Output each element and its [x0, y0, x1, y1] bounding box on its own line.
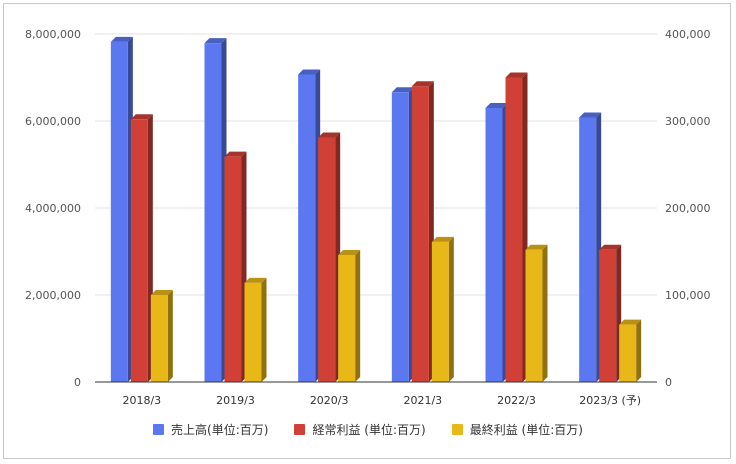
- legend-item-sales[interactable]: 売上高(単位:百万): [153, 421, 268, 438]
- bar-top: [244, 277, 267, 283]
- bar: [599, 249, 617, 382]
- bar-top: [150, 290, 173, 295]
- legend-label-net-profit: 最終利益 (単位:百万): [469, 423, 583, 437]
- legend-item-ordinary-profit[interactable]: 経常利益 (単位:百万): [294, 421, 426, 438]
- bar-top: [619, 319, 642, 325]
- y-left-tick-label: 4,000,000: [25, 202, 81, 215]
- y-left-tick-label: 0: [74, 376, 81, 389]
- bar-top: [485, 102, 508, 108]
- legend-swatch-net-profit: [451, 424, 463, 435]
- legend-label-ordinary-profit: 経常利益 (単位:百万): [312, 423, 426, 437]
- bar-side: [355, 249, 361, 382]
- y-right-tick-label: 0: [665, 376, 672, 389]
- bar: [150, 295, 168, 382]
- chart-legend: 売上高(単位:百万) 経常利益 (単位:百万) 最終利益 (単位:百万): [0, 421, 736, 438]
- bar-top: [525, 244, 548, 250]
- bar-top: [318, 132, 341, 138]
- bar: [505, 77, 523, 382]
- bar: [525, 249, 543, 382]
- bar-top: [431, 236, 454, 242]
- y-left-tick-label: 2,000,000: [25, 289, 81, 302]
- bar-top: [204, 38, 227, 44]
- bar: [298, 74, 316, 382]
- x-tick-label: 2020/3: [310, 394, 349, 407]
- y-left-tick-label: 8,000,000: [25, 28, 81, 41]
- legend-swatch-ordinary-profit: [294, 424, 306, 435]
- bar-top: [391, 87, 414, 93]
- legend-label-sales: 売上高(単位:百万): [171, 423, 269, 437]
- bar: [485, 107, 503, 382]
- legend-item-net-profit[interactable]: 最終利益 (単位:百万): [451, 421, 583, 438]
- y-right-tick-label: 200,000: [665, 202, 711, 215]
- bar-top: [110, 36, 133, 42]
- x-tick-label: 2023/3 (予): [579, 394, 641, 407]
- bar: [244, 282, 262, 382]
- bar-side: [448, 236, 454, 382]
- bar-top: [298, 69, 321, 75]
- bar-top: [411, 81, 434, 87]
- bar: [318, 137, 336, 382]
- bar-side: [636, 319, 642, 382]
- bar-top: [130, 114, 153, 120]
- y-right-tick-label: 100,000: [665, 289, 711, 302]
- bar-top: [505, 72, 528, 78]
- bar: [338, 254, 356, 382]
- y-right-tick-label: 400,000: [665, 28, 711, 41]
- bar: [110, 41, 128, 383]
- y-left-tick-label: 6,000,000: [25, 115, 81, 128]
- x-tick-label: 2021/3: [403, 394, 442, 407]
- bar: [619, 324, 637, 382]
- bar-top: [224, 151, 247, 157]
- x-tick-label: 2019/3: [216, 394, 255, 407]
- bar-top: [579, 112, 602, 118]
- bar-side: [167, 290, 173, 382]
- bar: [204, 43, 222, 382]
- legend-swatch-sales: [153, 424, 165, 435]
- x-tick-label: 2018/3: [122, 394, 161, 407]
- x-tick-label: 2022/3: [497, 394, 536, 407]
- bar: [224, 156, 242, 382]
- bar: [130, 119, 148, 382]
- bar: [431, 241, 449, 382]
- bar-side: [542, 244, 548, 382]
- bar: [391, 92, 409, 382]
- bar: [579, 117, 597, 383]
- bar-top: [599, 244, 622, 250]
- bar: [411, 86, 429, 382]
- y-right-tick-label: 300,000: [665, 115, 711, 128]
- bar-top: [338, 249, 361, 255]
- bar-side: [261, 277, 267, 382]
